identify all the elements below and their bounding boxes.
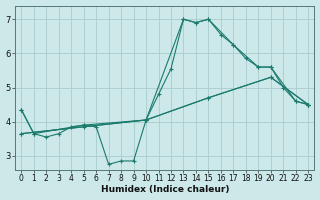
X-axis label: Humidex (Indice chaleur): Humidex (Indice chaleur) (100, 185, 229, 194)
